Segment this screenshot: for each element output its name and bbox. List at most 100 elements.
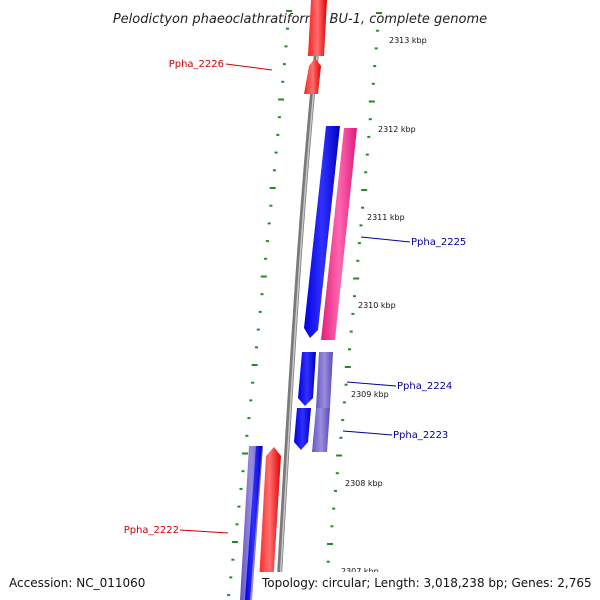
gene-ppha-2222-blue xyxy=(245,446,262,600)
topology-summary: Topology: circular; Length: 3,018,238 bp… xyxy=(261,576,592,590)
gene-ppha-2225-blue xyxy=(304,126,340,338)
inner-ring-dot xyxy=(242,452,248,455)
outer-ring-dot xyxy=(364,171,368,174)
tick-label-2310: 2310 kbp xyxy=(358,301,396,310)
outer-ring-dot xyxy=(357,242,361,245)
gene-labels: Ppha_2226 Ppha_2225 Ppha_2224 Ppha_2223 … xyxy=(124,59,467,536)
inner-ring-dot xyxy=(247,417,251,420)
outer-ring-dot xyxy=(336,454,343,457)
outer-ring-dot xyxy=(365,153,369,156)
outer-ring-dot xyxy=(330,525,334,528)
inner-ring-dot xyxy=(269,204,273,207)
outer-ring-dot xyxy=(335,472,339,475)
outer-ring-dot xyxy=(371,82,375,85)
tick-labels: 2313 kbp 2312 kbp 2311 kbp 2310 kbp 2309… xyxy=(341,36,427,576)
outer-ring-dot xyxy=(334,489,337,492)
outer-ring-dot xyxy=(376,12,382,14)
inner-ring-dot xyxy=(245,434,249,437)
outer-ring-dot xyxy=(361,189,368,191)
outer-ring-dot xyxy=(342,401,346,404)
outer-ring-dot xyxy=(326,560,330,563)
outer-ring-dot xyxy=(344,366,351,368)
gene-ppha-2224-purple xyxy=(316,352,333,408)
accession-text: Accession: NC_011060 xyxy=(9,576,145,590)
inner-ring-dot xyxy=(267,222,271,225)
outer-ring-dot xyxy=(332,507,336,510)
gc-skew-dots xyxy=(227,10,382,597)
outer-ring-dot xyxy=(341,419,345,422)
gene-label-ppha-2223: Ppha_2223 xyxy=(393,430,448,441)
outer-ring-dot xyxy=(367,135,371,138)
inner-ring-dot xyxy=(282,63,286,66)
gene-label-ppha-2225: Ppha_2225 xyxy=(411,237,466,248)
gene-ppha-2223-purple xyxy=(312,408,330,452)
outer-ring-dot xyxy=(327,543,333,545)
outer-ring-dot xyxy=(361,206,365,209)
inner-ring-dot xyxy=(227,594,231,597)
inner-ring-dot xyxy=(277,116,281,119)
leader-ppha-2225 xyxy=(360,236,411,243)
outer-ring-dot xyxy=(349,330,353,333)
inner-ring-dot xyxy=(264,257,268,260)
outer-ring-dot xyxy=(353,277,360,280)
inner-ring-dot xyxy=(272,169,276,172)
inner-ring-dot xyxy=(256,328,260,331)
inner-ring-dot xyxy=(281,80,285,83)
outer-ring-dot xyxy=(339,436,343,439)
inner-ring-dot xyxy=(255,346,258,349)
inner-ring-dot xyxy=(265,240,269,243)
gene-ppha-2222-red xyxy=(258,447,281,600)
outer-ring-dot xyxy=(368,118,372,121)
outer-ring-dot xyxy=(374,47,378,50)
inner-ring-dot xyxy=(239,487,243,490)
gene-ppha-2226-arrow xyxy=(304,58,321,94)
inner-ring-dot xyxy=(251,381,255,384)
leader-ppha-2224 xyxy=(346,381,397,387)
inner-ring-dot xyxy=(278,98,285,101)
tick-label-2309: 2309 kbp xyxy=(351,390,389,399)
inner-ring-dot xyxy=(231,558,235,561)
footer-right-bg xyxy=(258,572,600,600)
tick-label-2313: 2313 kbp xyxy=(389,36,427,45)
inner-ring-dot xyxy=(260,293,264,296)
gene-ppha-2224-blue xyxy=(298,352,316,406)
outer-ring-dot xyxy=(351,312,355,315)
tick-label-2308: 2308 kbp xyxy=(345,479,383,488)
gene-label-ppha-2222: Ppha_2222 xyxy=(124,525,179,536)
leader-ppha-2226 xyxy=(225,63,273,71)
leader-ppha-2223 xyxy=(342,430,393,436)
inner-ring-dot xyxy=(235,523,239,526)
tick-label-2312: 2312 kbp xyxy=(378,125,416,134)
outer-ring-dot xyxy=(356,259,360,262)
outer-ring-dot xyxy=(376,29,380,32)
inner-ring-dot xyxy=(286,10,293,12)
inner-ring-dot xyxy=(258,310,262,313)
gene-ppha-2223-blue xyxy=(294,408,311,450)
map-title: Pelodictyon phaeoclathratiforme BU-1, co… xyxy=(113,12,487,27)
inner-ring-dot xyxy=(286,27,289,30)
inner-ring-dot xyxy=(276,133,280,136)
outer-ring-dot xyxy=(344,383,348,386)
inner-ring-dot xyxy=(251,364,258,366)
leader-ppha-2222 xyxy=(179,529,229,534)
gene-ppha-2225-pink xyxy=(321,128,357,340)
gene-label-ppha-2226: Ppha_2226 xyxy=(169,59,224,70)
inner-ring-dot xyxy=(241,470,245,473)
outer-ring-dot xyxy=(373,65,377,68)
inner-ring-dot xyxy=(260,275,267,278)
outer-ring-dot xyxy=(359,224,363,227)
tick-label-2311: 2311 kbp xyxy=(367,213,405,222)
gene-label-ppha-2224: Ppha_2224 xyxy=(397,381,452,392)
outer-ring-dot xyxy=(353,295,356,298)
tick-label-2307: 2307 kbp xyxy=(341,567,379,576)
footer-left-bg xyxy=(0,572,160,600)
inner-ring-dot xyxy=(231,541,238,543)
inner-ring-dot xyxy=(237,505,241,508)
inner-ring-dot xyxy=(284,45,288,48)
outer-ring-dot xyxy=(348,348,351,351)
inner-ring-dot xyxy=(274,151,278,154)
gene-ppha-2226-top xyxy=(308,0,327,56)
outer-ring-dot xyxy=(368,100,375,103)
inner-ring-dot xyxy=(249,399,253,402)
